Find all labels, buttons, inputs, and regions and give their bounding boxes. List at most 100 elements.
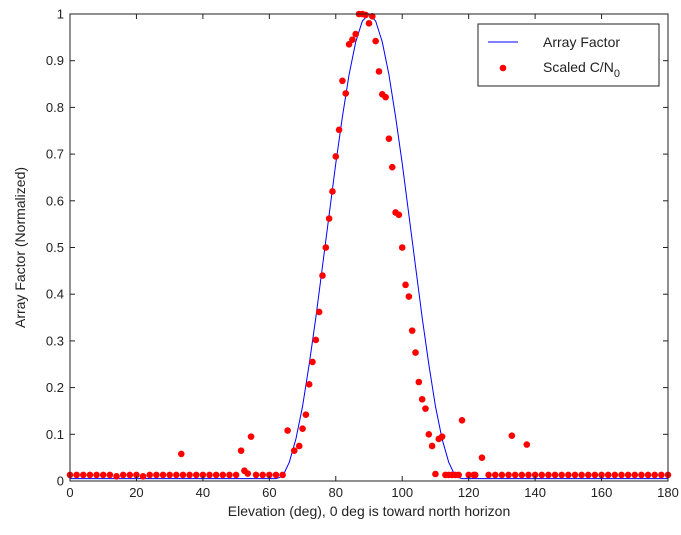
scaled-cn-point xyxy=(485,471,492,479)
scaled-cn-point xyxy=(146,471,154,479)
x-tick-label: 0 xyxy=(66,485,73,500)
scaled-cn-point xyxy=(173,471,180,479)
scaled-cn-point xyxy=(369,13,376,20)
scaled-cn-point xyxy=(290,447,298,454)
scaled-cn-point xyxy=(571,471,579,479)
scaled-cn-point xyxy=(186,471,193,479)
scaled-cn-point xyxy=(385,135,393,142)
scaled-cn-point xyxy=(624,471,632,479)
scaled-cn-point xyxy=(651,471,659,479)
x-tick-label: 60 xyxy=(262,485,276,500)
legend-swatch-scaled-cn xyxy=(499,64,507,72)
scaled-cn-point xyxy=(206,471,213,479)
scaled-cn-point xyxy=(491,471,499,479)
y-tick-label: 0.6 xyxy=(46,193,64,208)
scaled-cn-point xyxy=(382,93,389,101)
scaled-cn-point xyxy=(305,381,313,388)
y-tick-label: 0 xyxy=(57,474,64,489)
scaled-cn-point xyxy=(508,432,516,440)
scaled-cn-point xyxy=(266,471,273,479)
scaled-cn-point xyxy=(279,471,286,479)
scaled-cn-point xyxy=(511,471,519,479)
scaled-cn-point xyxy=(558,471,565,479)
scaled-cn-point xyxy=(428,442,436,450)
scaled-cn-point xyxy=(412,349,419,356)
x-axis-label: Elevation (deg), 0 deg is toward north h… xyxy=(228,503,511,519)
scaled-cn-point xyxy=(631,471,639,479)
scaled-cn-point xyxy=(432,470,439,478)
scaled-cn-point xyxy=(525,471,532,479)
scaled-cn-point xyxy=(598,471,605,479)
y-tick-label: 0.4 xyxy=(46,287,64,302)
scaled-cn-point xyxy=(565,471,572,479)
scaled-cn-point xyxy=(618,471,625,479)
scaled-cn-point xyxy=(93,471,100,479)
scaled-cn-point xyxy=(345,41,353,48)
scaled-cn-point xyxy=(339,77,346,85)
scaled-cn-point xyxy=(133,471,140,479)
scaled-cn-point xyxy=(219,471,227,479)
scaled-cn-point xyxy=(212,471,220,479)
x-tick-label: 80 xyxy=(329,485,343,500)
scaled-cn-point xyxy=(312,336,320,344)
scaled-cn-point xyxy=(372,37,379,45)
scaled-cn-point xyxy=(86,471,94,479)
scaled-cn-point xyxy=(551,471,559,479)
scaled-cn-point xyxy=(584,471,592,479)
scaled-cn-point xyxy=(319,272,326,279)
scaled-cn-point xyxy=(309,358,316,366)
scaled-cn-point xyxy=(611,471,619,479)
scaled-cn-point xyxy=(458,416,466,424)
scaled-cn-point xyxy=(295,442,303,450)
x-tick-label: 160 xyxy=(591,485,613,500)
scaled-cn-point xyxy=(332,153,340,160)
x-tick-label: 20 xyxy=(129,485,143,500)
scaled-cn-point xyxy=(365,20,373,27)
scaled-cn-point xyxy=(179,471,187,479)
y-tick-label: 1 xyxy=(57,7,64,22)
legend-label-scaled-cn: Scaled C/N0 xyxy=(543,59,620,80)
scaled-cn-point xyxy=(335,126,343,134)
scaled-cn-point xyxy=(259,471,266,479)
scaled-cn-point xyxy=(604,471,612,479)
scaled-cn-point xyxy=(352,30,360,38)
x-tick-label: 180 xyxy=(657,485,679,500)
scaled-cn-point xyxy=(113,473,120,480)
scaled-cn-point xyxy=(402,281,409,289)
legend-label-scaled-cn-main: Scaled C/N xyxy=(543,59,614,75)
scaled-cn-point xyxy=(405,293,413,300)
scaled-cn-point xyxy=(325,215,333,222)
scaled-cn-point xyxy=(166,471,173,479)
scaled-cn-point xyxy=(73,471,80,479)
scaled-cn-point xyxy=(232,471,240,479)
scaled-cn-point xyxy=(478,454,486,461)
legend-label-array-factor: Array Factor xyxy=(543,34,620,50)
scaled-cn-point xyxy=(329,188,336,195)
scaled-cn-point xyxy=(415,378,423,386)
scaled-cn-point xyxy=(252,471,260,479)
scaled-cn-point xyxy=(139,473,147,480)
y-tick-label: 0.2 xyxy=(46,380,64,395)
scaled-cn-point xyxy=(418,395,426,403)
scaled-cn-point xyxy=(247,433,255,440)
scaled-cn-point xyxy=(226,471,233,479)
scaled-cn-point xyxy=(505,471,512,479)
scaled-cn-point xyxy=(342,90,350,97)
scaled-cn-point xyxy=(531,471,539,479)
scaled-cn-point xyxy=(578,471,585,479)
scaled-cn-point xyxy=(455,471,463,479)
scaled-cn-point xyxy=(498,471,506,479)
scaled-cn-point xyxy=(538,471,546,479)
scaled-cn-point xyxy=(79,471,87,479)
legend-box xyxy=(477,23,660,87)
y-tick-label: 0.5 xyxy=(46,240,64,255)
scaled-cn-point xyxy=(315,308,323,316)
scaled-cn-point xyxy=(299,425,306,433)
scaled-cn-point xyxy=(272,471,280,479)
scaled-cn-point xyxy=(518,471,526,479)
scaled-cn-point xyxy=(658,471,665,479)
scaled-cn-point xyxy=(126,471,134,479)
scaled-cn-point xyxy=(177,450,185,458)
scaled-cn-point xyxy=(375,68,383,75)
